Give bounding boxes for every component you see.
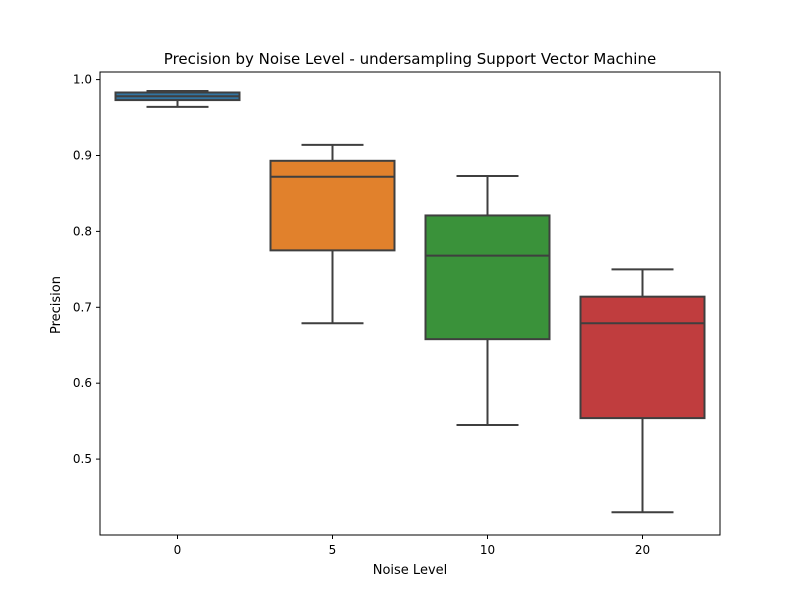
plot-frame (99, 71, 721, 536)
box-cat-5 (269, 159, 396, 252)
plot-area: 0.5 0.6 0.7 0.8 0.9 1.0 0 5 10 20 (73, 71, 721, 557)
x-axis-label: Noise Level (373, 563, 448, 578)
y-tick-label: 0.6 (73, 376, 92, 390)
x-tick-label: 0 (174, 543, 182, 557)
x-tick-label: 10 (480, 543, 495, 557)
chart-title: Precision by Noise Level - undersampling… (164, 50, 656, 68)
x-tick-label: 20 (635, 543, 650, 557)
y-tick-label: 0.8 (73, 224, 92, 238)
y-tick-label: 0.5 (73, 452, 92, 466)
y-tick-label: 0.7 (73, 300, 92, 314)
y-axis-label: Precision (49, 276, 64, 334)
y-tick-label: 1.0 (73, 73, 92, 87)
x-tick-label: 5 (329, 543, 337, 557)
y-tick-label: 0.9 (73, 148, 92, 162)
box-cat-20 (579, 295, 706, 420)
box-cat-10 (424, 214, 551, 341)
